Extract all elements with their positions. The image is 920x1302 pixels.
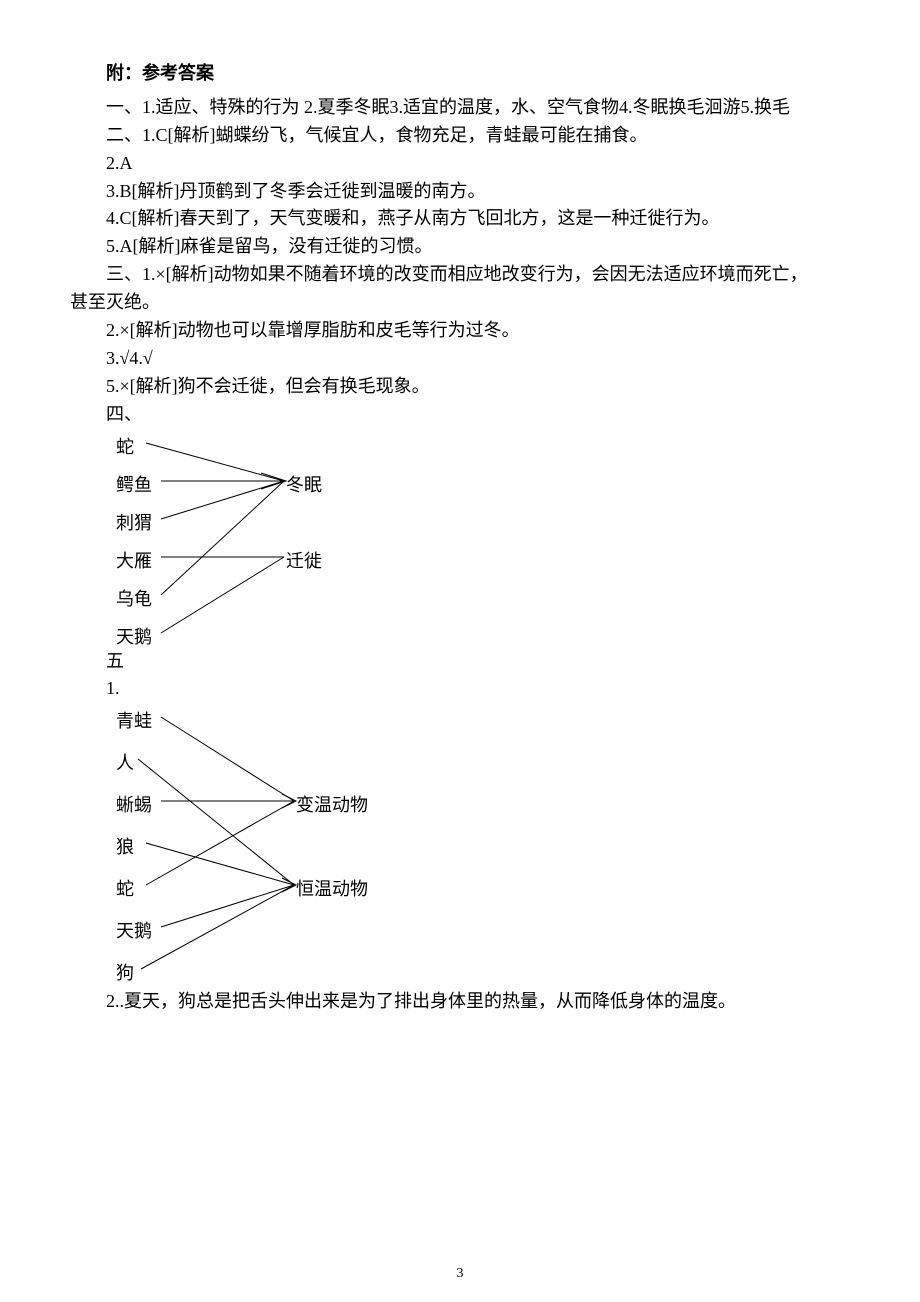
diagram-left-node: 蛇 — [116, 433, 134, 459]
diagram-left-node: 乌龟 — [116, 585, 152, 611]
answer-final-line: 2..夏天，狗总是把舌头伸出来是为了排出身体里的热量，从而降低身体的温度。 — [70, 988, 850, 1016]
diagram-right-node: 冬眠 — [286, 471, 322, 497]
diagram-left-node: 大雁 — [116, 547, 152, 573]
matching-diagram-warm-cold-blooded: 青蛙人蜥蜴狼蛇天鹅狗 变温动物恒温动物 — [106, 707, 406, 982]
section-five-item1-label: 1. — [70, 675, 850, 703]
page-number: 3 — [0, 1266, 920, 1282]
answer-line-6: 5.A[解析]麻雀是留鸟，没有迁徙的习惯。 — [70, 233, 850, 261]
answer-line-2: 二、1.C[解析]蝴蝶纷飞，气候宜人，食物充足，青蛙最可能在捕食。 — [70, 122, 850, 150]
answer-line-4: 3.B[解析]丹顶鹤到了冬季会迁徙到温暖的南方。 — [70, 178, 850, 206]
matching-diagram-hibernation-migration: 蛇鳄鱼刺猬大雁乌龟天鹅 冬眠迁徙 — [106, 433, 366, 648]
diagram-right-node: 恒温动物 — [296, 875, 368, 901]
answers-heading: 附：参考答案 — [70, 60, 850, 88]
answer-line-1: 一、1.适应、特殊的行为 2.夏季冬眠3.适宜的温度，水、空气食物4.冬眠换毛洄… — [70, 94, 850, 122]
diagram-right-node: 迁徙 — [286, 547, 322, 573]
diagram-right-node: 变温动物 — [296, 791, 368, 817]
diagram-left-node: 人 — [116, 749, 134, 775]
answer-line-10: 5.×[解析]狗不会迁徙，但会有换毛现象。 — [70, 373, 850, 401]
diagram-left-node: 天鹅 — [116, 623, 152, 649]
diagram-left-node: 狗 — [116, 959, 134, 985]
diagram-left-node: 刺猬 — [116, 509, 152, 535]
answer-line-7a: 三、1.×[解析]动物如果不随着环境的改变而相应地改变行为，会因无法适应环境而死… — [70, 261, 850, 289]
diagram-left-node: 鳄鱼 — [116, 471, 152, 497]
diagram-left-node: 青蛙 — [116, 707, 152, 733]
diagram-left-node: 狼 — [116, 833, 134, 859]
answer-line-5: 4.C[解析]春天到了，天气变暖和，燕子从南方飞回北方，这是一种迁徙行为。 — [70, 205, 850, 233]
diagram-left-node: 天鹅 — [116, 917, 152, 943]
answer-line-8: 2.×[解析]动物也可以靠增厚脂肪和皮毛等行为过冬。 — [70, 317, 850, 345]
section-four-label: 四、 — [70, 401, 850, 429]
diagram-left-node: 蛇 — [116, 875, 134, 901]
document-page: 附：参考答案 一、1.适应、特殊的行为 2.夏季冬眠3.适宜的温度，水、空气食物… — [0, 0, 920, 1302]
answer-line-3: 2.A — [70, 150, 850, 178]
answer-line-7b: 甚至灭绝。 — [70, 289, 850, 317]
section-five-label: 五 — [70, 648, 850, 676]
diagram-left-node: 蜥蜴 — [116, 791, 152, 817]
answer-line-9: 3.√4.√ — [70, 345, 850, 373]
